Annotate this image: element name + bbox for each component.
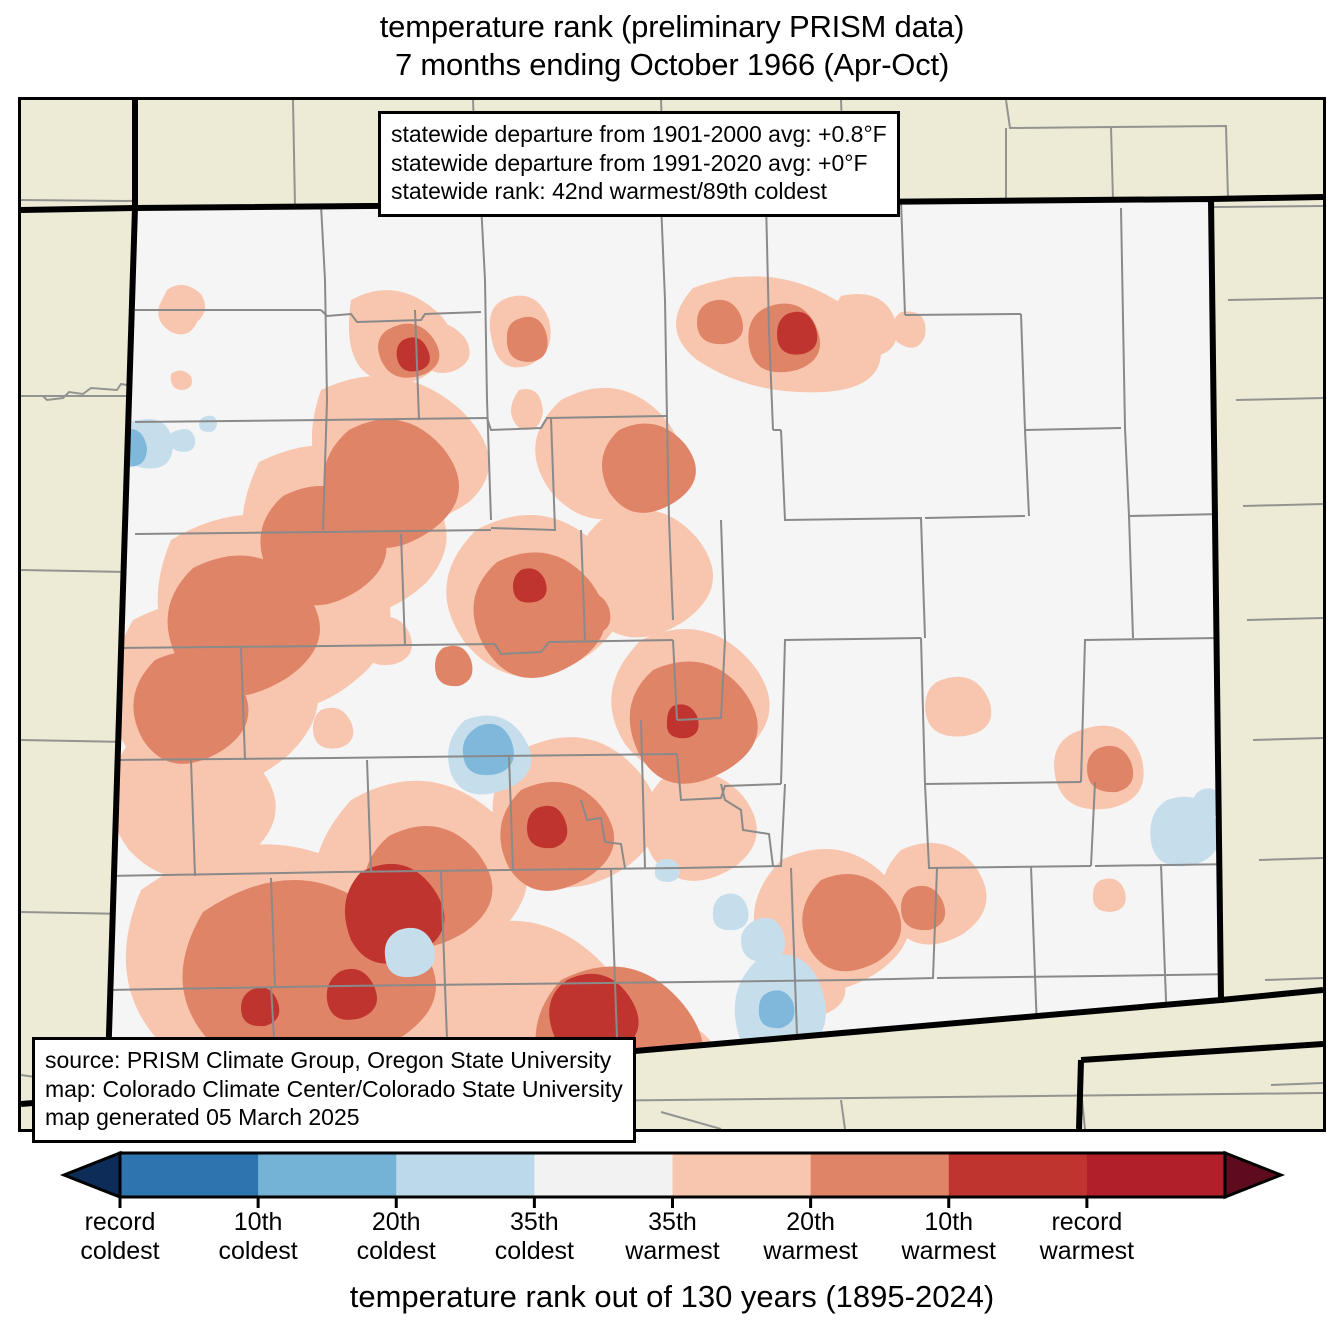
colorbar-label-2: 20th coldest [316, 1208, 476, 1266]
colorbar-label-top-7: record [1051, 1208, 1123, 1236]
title-line-2: 7 months ending October 1966 (Apr-Oct) [394, 47, 950, 82]
colorbar-label-top-6: 10th [924, 1208, 974, 1236]
colorbar-label-top-3: 35th [510, 1208, 559, 1236]
colorbar-band-6 [948, 1153, 1088, 1197]
colorbar-label-bottom-5: warmest [763, 1237, 858, 1265]
source-map-author: map: Colorado Climate Center/Colorado St… [45, 1075, 623, 1102]
colorbar-band-5 [810, 1153, 950, 1197]
map-panel [18, 97, 1326, 1132]
source-credits-box: source: PRISM Climate Group, Oregon Stat… [32, 1037, 636, 1143]
stats-departure-1991-2020: statewide departure from 1991-2020 avg: … [391, 149, 868, 176]
colorbar-label-top-0: record [84, 1208, 156, 1236]
colorbar-over-arrow [1223, 1150, 1286, 1200]
statewide-stats-box: statewide departure from 1901-2000 avg: … [378, 111, 900, 217]
colorbar-band-7 [1086, 1153, 1226, 1197]
colorbar-label-bottom-0: coldest [80, 1237, 160, 1265]
colorbar-band-4 [672, 1153, 812, 1197]
colorbar-label-top-2: 20th [371, 1208, 421, 1236]
colorbar-label-4: 35th warmest [593, 1208, 753, 1266]
colorbar-label-bottom-2: coldest [356, 1237, 436, 1265]
colorbar-label-3: 35th coldest [454, 1208, 614, 1266]
colorbar-label-bottom-6: warmest [901, 1237, 996, 1265]
colorbar-band-3 [534, 1153, 674, 1197]
colorbar-band-1 [258, 1153, 397, 1197]
colorbar-axis-title: temperature rank out of 130 years (1895-… [349, 1279, 995, 1314]
stats-statewide-rank: statewide rank: 42nd warmest/89th coldes… [391, 178, 827, 204]
colorbar-swatches [59, 1150, 1286, 1208]
colorbar-label-top-5: 20th [786, 1208, 835, 1236]
colorbar-under-arrow [59, 1150, 122, 1200]
colorbar-label-5: 20th warmest [731, 1208, 891, 1266]
colorbar-label-bottom-4: warmest [625, 1237, 720, 1265]
colorbar-label-0: record coldest [40, 1208, 200, 1266]
colorbar [0, 1147, 1344, 1209]
colorbar-label-1: 10th coldest [178, 1208, 338, 1266]
source-prism: source: PRISM Climate Group, Oregon Stat… [45, 1047, 612, 1073]
colorbar-label-bottom-1: coldest [218, 1237, 298, 1265]
title-line-1: temperature rank (preliminary PRISM data… [379, 9, 965, 44]
colorbar-label-6: 10th warmest [869, 1208, 1029, 1266]
colorbar-tick-labels: record coldest 10th coldest 20th coldest 35th c… [0, 1208, 1344, 1270]
colorbar-label-top-1: 10th [233, 1208, 283, 1236]
colorado-county-lines [107, 199, 1221, 1095]
colorbar-label-7: record warmest [1007, 1208, 1167, 1266]
colorado-interior [107, 199, 1221, 1097]
colorbar-band-0 [120, 1153, 259, 1197]
colorbar-band-2 [396, 1153, 535, 1197]
colorbar-label-top-4: 35th [648, 1208, 697, 1236]
colorbar-label-bottom-7: warmest [1039, 1237, 1135, 1265]
colorbar-label-bottom-3: coldest [494, 1237, 574, 1265]
colorado-temperature-rank-map [21, 100, 1323, 1129]
source-generated-date: map generated 05 March 2025 [45, 1104, 360, 1130]
stats-departure-1901-2000: statewide departure from 1901-2000 avg: … [391, 121, 887, 147]
page-title: temperature rank (preliminary PRISM data… [0, 8, 1344, 84]
